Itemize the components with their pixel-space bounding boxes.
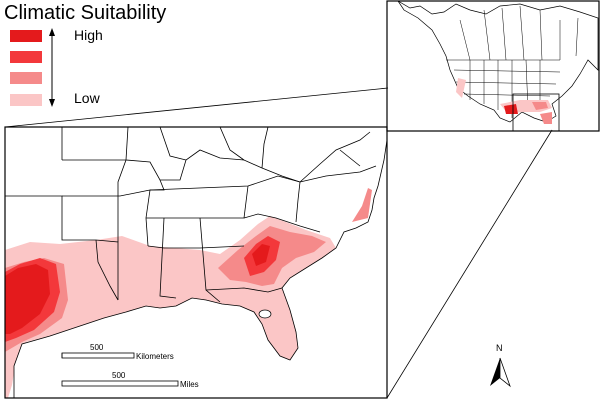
legend-low-label: Low — [74, 90, 100, 106]
inset-map-frame — [386, 0, 600, 132]
suitability-medium-low-area-nc — [352, 188, 372, 222]
scalebar-km-unit: Kilometers — [136, 352, 174, 361]
suitability-high-area-southeast — [252, 244, 270, 266]
inset-boundaries — [446, 5, 579, 118]
legend-swatch-high — [10, 30, 42, 42]
inset-extent-box — [512, 93, 560, 131]
north-arrow-label: N — [496, 343, 503, 353]
main-map-frame — [4, 126, 388, 399]
legend-swatch-medium-low — [10, 72, 42, 84]
legend-gradient-arrow — [49, 28, 55, 107]
scalebar-mi-unit: Miles — [180, 380, 199, 389]
suitability-high-area — [5, 264, 50, 334]
legend-high-label: High — [74, 27, 103, 43]
inset-map — [397, 1, 599, 131]
scalebar-mi — [61, 380, 179, 387]
gulf-of-mexico — [13, 139, 387, 398]
scalebar-km — [61, 352, 135, 359]
legend-title: Climatic Suitability — [4, 2, 167, 24]
main-map — [5, 127, 387, 398]
lake-okeechobee — [258, 309, 272, 319]
scalebar-mi-value: 500 — [112, 371, 126, 380]
scalebar-km-value: 500 — [90, 343, 104, 352]
north-arrow-icon — [490, 357, 511, 388]
legend-swatch-medium-high — [10, 51, 42, 63]
legend-swatch-low — [10, 94, 42, 106]
state-boundaries — [5, 127, 377, 303]
